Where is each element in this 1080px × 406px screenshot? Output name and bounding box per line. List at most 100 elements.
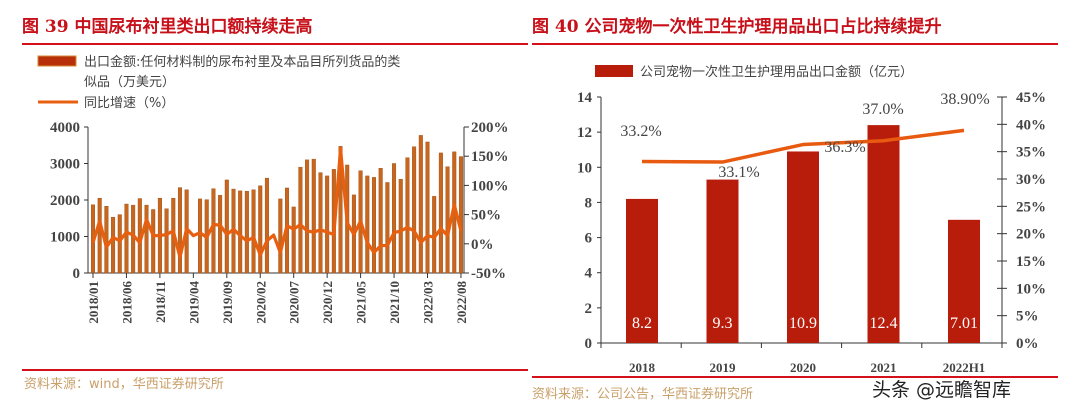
left-y-tick-label: 3000	[50, 157, 80, 173]
export-bar	[392, 163, 397, 274]
export-bar	[117, 214, 122, 274]
bar-value-label: 8.2	[632, 315, 652, 332]
left-y-tick-label: 6	[585, 231, 593, 247]
right-chart-title: 图 40 公司宠物一次性卫生护理用品出口占比持续提升	[532, 16, 942, 37]
right-y-tick-label: 15%	[1016, 254, 1046, 270]
left-legend-line-label: 同比增速（%）	[84, 96, 174, 111]
right-y-tick-label: 150%	[471, 149, 509, 165]
right-y-tick-label: 30%	[1016, 172, 1046, 188]
right-y-tick-label: 5%	[1016, 309, 1039, 325]
right-y-tick-label: 25%	[1016, 199, 1046, 215]
right-legend-bar-label: 公司宠物一次性卫生护理用品出口金额（亿元）	[640, 64, 913, 80]
x-category-label: 2020	[790, 360, 816, 375]
left-y-tick-label: 12	[577, 125, 592, 141]
x-category-label: 2019	[710, 360, 737, 375]
x-tick-label: 2018/01	[86, 281, 101, 324]
export-bar	[291, 206, 296, 274]
export-bar	[298, 166, 303, 274]
x-tick-label: 2020/02	[253, 281, 268, 324]
export-bar	[131, 204, 136, 274]
yoy-growth-line	[91, 147, 463, 259]
export-bar	[97, 197, 102, 274]
x-tick-label: 2019/04	[186, 281, 201, 324]
x-tick-label: 2018/11	[153, 281, 168, 323]
bar-value-label: 9.3	[713, 315, 733, 332]
right-y-tick-label: 0%	[471, 237, 494, 253]
left-y-tick-label: 4000	[50, 120, 80, 136]
x-tick-label: 2022/03	[421, 281, 436, 324]
x-tick-label: 2021/05	[354, 281, 369, 324]
right-legend-bar-swatch	[595, 65, 633, 77]
left-y-tick-label: 1000	[50, 230, 80, 246]
watermark: 头条 @远瞻智库	[872, 379, 1011, 401]
left-y-tick-label: 2	[585, 301, 593, 317]
line-value-label: 33.1%	[718, 164, 759, 181]
left-y-tick-label: 2000	[50, 193, 80, 209]
right-y-tick-label: 0%	[1016, 336, 1039, 352]
export-bar	[111, 216, 116, 274]
export-bar	[198, 198, 203, 274]
line-value-label: 37.0%	[862, 101, 903, 118]
export-bar	[371, 177, 376, 274]
export-bar	[305, 159, 310, 274]
export-bar	[338, 146, 343, 274]
left-y-tick-label: 0	[585, 336, 593, 352]
x-tick-label: 2018/06	[119, 281, 134, 324]
left-legend-bar-label-1: 出口金额:任何材料制的尿布衬里及本品目所列货品的类	[84, 54, 400, 70]
line-value-label: 36.3%	[824, 139, 865, 156]
right-y-tick-label: -50%	[471, 266, 506, 282]
export-bar	[164, 208, 169, 274]
line-value-label: 33.2%	[620, 123, 661, 140]
left-y-tick-label: 4	[585, 266, 593, 282]
export-bar	[251, 189, 256, 274]
bar-value-label: 10.9	[789, 315, 817, 332]
export-share-line	[641, 128, 965, 164]
export-bar	[311, 158, 316, 274]
export-bar	[264, 177, 269, 274]
export-bar	[425, 141, 430, 274]
x-category-label: 2021	[871, 360, 897, 375]
export-bar	[278, 198, 283, 274]
right-y-tick-label: 45%	[1016, 90, 1046, 106]
export-bar	[151, 209, 156, 274]
export-bar	[398, 178, 403, 274]
export-bar	[385, 182, 390, 274]
x-category-label: 2018	[629, 360, 656, 375]
export-bar	[218, 195, 223, 274]
export-bar	[124, 203, 129, 274]
bar-value-label: 7.01	[950, 315, 978, 332]
right-y-tick-label: 20%	[1016, 227, 1046, 243]
export-bar	[445, 166, 450, 274]
export-bar	[412, 146, 417, 274]
left-source: 资料来源：wind，华西证券研究所	[24, 376, 224, 392]
left-y-tick-label: 14	[577, 90, 593, 106]
export-bar	[177, 187, 182, 274]
bar-value-label: 12.4	[870, 315, 898, 332]
export-bar	[258, 185, 263, 274]
right-y-tick-label: 35%	[1016, 145, 1046, 161]
x-tick-label: 2020/12	[320, 281, 335, 324]
export-bar	[224, 179, 229, 274]
export-bar	[365, 175, 370, 274]
right-source: 资料来源：公司公告，华西证券研究所	[532, 386, 753, 402]
export-bar	[438, 152, 443, 274]
x-tick-label: 2020/07	[287, 281, 302, 324]
left-y-tick-label: 8	[585, 195, 593, 211]
left-y-tick-label: 10	[577, 160, 592, 176]
right-y-tick-label: 100%	[471, 178, 509, 194]
right-y-tick-label: 10%	[1016, 281, 1046, 297]
export-bar	[325, 175, 330, 274]
line-value-label: 38.90%	[940, 91, 989, 108]
export-bar	[318, 172, 323, 274]
export-amount-bar	[787, 151, 819, 343]
export-amount-bar	[626, 198, 658, 343]
export-bar	[458, 156, 463, 274]
right-y-tick-label: 40%	[1016, 117, 1046, 133]
right-y-tick-label: 50%	[471, 208, 501, 224]
export-bar	[244, 191, 249, 274]
export-amount-bar	[706, 179, 739, 343]
export-bar	[238, 190, 243, 274]
export-bar	[405, 157, 410, 274]
